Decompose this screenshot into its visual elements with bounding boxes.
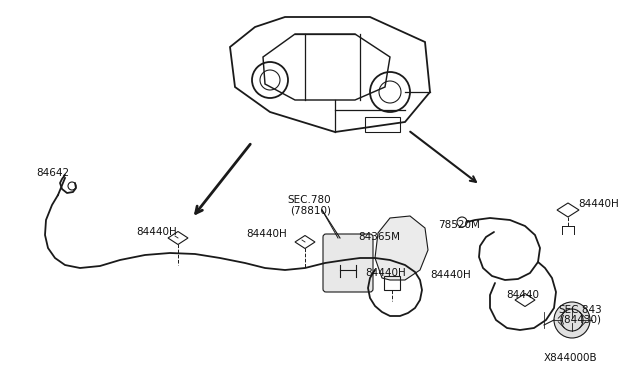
Text: SEC.843: SEC.843 — [558, 305, 602, 315]
Text: 84440H: 84440H — [578, 199, 619, 209]
Text: 84440H: 84440H — [246, 229, 287, 239]
Text: X844000B: X844000B — [544, 353, 598, 363]
Text: 84440H: 84440H — [365, 268, 406, 278]
Text: (78810): (78810) — [290, 205, 331, 215]
Text: 84365M: 84365M — [358, 232, 400, 242]
FancyBboxPatch shape — [323, 234, 373, 292]
Text: SEC.780: SEC.780 — [287, 195, 331, 205]
Text: 78520M: 78520M — [438, 220, 480, 230]
Circle shape — [554, 302, 590, 338]
Polygon shape — [375, 216, 428, 280]
Text: 84440H: 84440H — [430, 270, 471, 280]
Bar — [384, 276, 400, 290]
Text: 84440H: 84440H — [136, 227, 177, 237]
Text: (84430): (84430) — [560, 315, 601, 325]
Bar — [365, 117, 400, 132]
Text: 84440: 84440 — [506, 290, 539, 300]
Text: 84642: 84642 — [36, 168, 69, 178]
